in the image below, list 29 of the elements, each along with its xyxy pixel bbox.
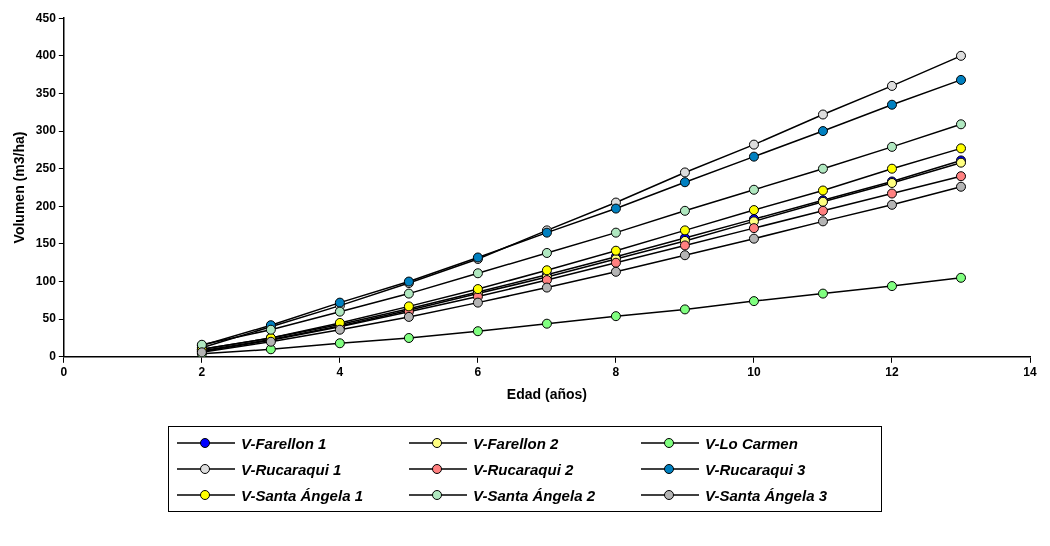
legend-label: V-Rucaraqui 3 <box>705 460 806 478</box>
legend-label: V-Farellon 2 <box>473 434 559 452</box>
y-tick-label: 150 <box>35 236 57 251</box>
y-tick-label: 350 <box>35 85 57 100</box>
y-tick-label: 50 <box>42 311 57 326</box>
x-tick-label: 14 <box>1023 365 1037 380</box>
x-tick-label: 10 <box>747 365 761 380</box>
legend-label: V-Santa Ángela 3 <box>705 486 827 504</box>
legend-label: V-Rucaraqui 2 <box>473 460 574 478</box>
x-tick-label: 8 <box>612 365 620 380</box>
legend-label: V-Santa Ángela 2 <box>473 486 595 504</box>
x-tick-label: 0 <box>60 365 68 380</box>
legend-label: V-Farellon 1 <box>241 434 327 452</box>
y-tick-label: 300 <box>35 123 57 138</box>
y-tick-label: 200 <box>35 198 57 213</box>
y-tick-label: 100 <box>35 273 57 288</box>
x-tick-label: 2 <box>198 365 206 380</box>
y-tick-label: 400 <box>35 48 57 63</box>
y-tick-label: 250 <box>35 161 57 175</box>
legend-label: V-Santa Ángela 1 <box>241 486 363 504</box>
x-tick-label: 4 <box>336 365 344 380</box>
y-axis-title: Volumen (m3/ha) <box>11 131 28 244</box>
x-tick-label: 12 <box>885 365 899 380</box>
legend-label: V-Rucaraqui 1 <box>241 460 342 478</box>
y-tick-label: 0 <box>49 349 57 364</box>
y-tick-label: 450 <box>35 10 57 25</box>
legend-label: V-Lo Carmen <box>705 434 798 452</box>
x-axis-title: Edad (años) <box>506 386 587 403</box>
x-tick-label: 6 <box>474 365 482 380</box>
